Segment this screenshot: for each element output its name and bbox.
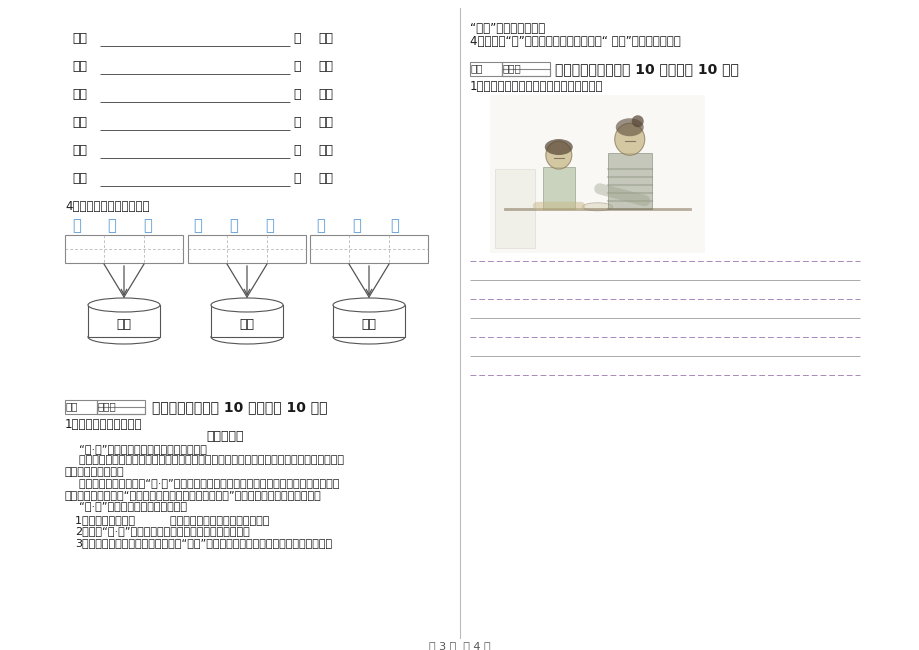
Text: ）笔: ）笔: [318, 144, 333, 157]
Ellipse shape: [545, 141, 572, 169]
Text: 子: 子: [72, 218, 81, 233]
Bar: [502, 69, 550, 76]
Bar: [470, 62, 502, 76]
Ellipse shape: [88, 330, 160, 344]
Text: 到了精美小礼物呢！: 到了精美小礼物呢！: [65, 467, 124, 477]
Bar: [96, 407, 145, 414]
Text: 七、阅读题（每题 10 分，共计 10 分）: 七、阅读题（每题 10 分，共计 10 分）: [152, 400, 327, 414]
Text: 三画: 三画: [117, 318, 131, 331]
Text: “开心”的近义词朋友：: “开心”的近义词朋友：: [470, 22, 545, 35]
Text: 4、我能让花儿开得更美。: 4、我能让花儿开得更美。: [65, 200, 150, 213]
Ellipse shape: [544, 139, 573, 155]
Text: （: （: [292, 60, 301, 73]
Text: 头: 头: [352, 218, 360, 233]
Bar: [88, 305, 160, 337]
Text: 我最开心的是我当上了“六·一”的礼仪小姐，给和我们一起过节的市长伯伯献上红领巾，: 我最开心的是我当上了“六·一”的礼仪小姐，给和我们一起过节的市长伯伯献上红领巾，: [65, 478, 339, 489]
Text: 快乐的节日: 快乐的节日: [206, 430, 244, 443]
Bar: [210, 305, 283, 337]
Text: 2．今年“六·一”都有哪些活动？用横线在文章中划出来。: 2．今年“六·一”都有哪些活动？用横线在文章中划出来。: [75, 526, 249, 536]
Ellipse shape: [88, 298, 160, 312]
Text: 也: 也: [193, 218, 201, 233]
Text: 市长伯伯亲切地说：“谢谢你，小朋友，祝你节日快乐！”我听了高兴得不知说什么了。: 市长伯伯亲切地说：“谢谢你，小朋友，祝你节日快乐！”我听了高兴得不知说什么了。: [65, 490, 322, 500]
Text: 马: 马: [390, 218, 398, 233]
Text: 长: 长: [315, 218, 324, 233]
Text: “六·一”真快乐，我永远也忘不了。: “六·一”真快乐，我永远也忘不了。: [65, 502, 187, 512]
Bar: [333, 305, 404, 337]
Text: （: （: [292, 144, 301, 157]
Text: 无: 无: [107, 218, 116, 233]
Text: 1．这篇短文共有（          ）个自然段。请你用序号标出来。: 1．这篇短文共有（ ）个自然段。请你用序号标出来。: [75, 515, 269, 525]
Bar: [607, 153, 651, 209]
Ellipse shape: [210, 298, 283, 312]
Text: ）笔: ）笔: [318, 60, 333, 73]
Text: 出：: 出：: [72, 172, 87, 185]
Text: （: （: [292, 88, 301, 101]
Text: “六·一”儿童节来了，小朋友们可开心啦！: “六·一”儿童节来了，小朋友们可开心啦！: [65, 444, 207, 454]
Text: ）笔: ）笔: [318, 172, 333, 185]
Text: 得分: 得分: [66, 401, 78, 411]
Text: 出: 出: [229, 218, 237, 233]
Text: 评卷人: 评卷人: [98, 401, 117, 411]
Text: 四画: 四画: [239, 318, 255, 331]
Bar: [542, 167, 574, 209]
Bar: [490, 95, 704, 253]
Bar: [96, 400, 145, 414]
Ellipse shape: [210, 330, 283, 344]
Text: 评卷人: 评卷人: [503, 63, 521, 73]
Ellipse shape: [614, 124, 644, 155]
Text: 得分: 得分: [471, 63, 483, 73]
Text: （: （: [292, 172, 301, 185]
Ellipse shape: [333, 298, 404, 312]
Text: （: （: [292, 32, 301, 45]
Text: 长：: 长：: [72, 88, 87, 101]
Text: 1、阅读短文，做练习。: 1、阅读短文，做练习。: [65, 418, 142, 431]
Text: 头：: 头：: [72, 60, 87, 73]
Bar: [502, 62, 550, 76]
Bar: [187, 235, 306, 263]
Ellipse shape: [333, 330, 404, 344]
Text: ）笔: ）笔: [318, 32, 333, 45]
Text: ）笔: ）笔: [318, 116, 333, 129]
Bar: [310, 235, 427, 263]
Bar: [65, 400, 96, 414]
Text: 目: 目: [142, 218, 152, 233]
Text: 今年过节可真丰富，有的进行了节目表演，有的组织了游艺活动，有的观看了卡通剧，还收: 今年过节可真丰富，有的进行了节目表演，有的组织了游艺活动，有的观看了卡通剧，还收: [65, 456, 344, 465]
Bar: [494, 169, 535, 248]
Text: 4．文中的“我”最开心的是什么？请你用“ ～～”把句子划出来。: 4．文中的“我”最开心的是什么？请你用“ ～～”把句子划出来。: [470, 35, 680, 48]
Ellipse shape: [615, 118, 643, 136]
Text: 1、看图说话。（谁？在哪里？干什么？）: 1、看图说话。（谁？在哪里？干什么？）: [470, 80, 603, 93]
Text: 车：: 车：: [72, 144, 87, 157]
Ellipse shape: [631, 115, 643, 127]
Text: 八、看图作答（每题 10 分，共计 10 分）: 八、看图作答（每题 10 分，共计 10 分）: [554, 62, 738, 76]
Text: 第 3 页  共 4 页: 第 3 页 共 4 页: [429, 641, 490, 650]
Text: 五画: 五画: [361, 318, 376, 331]
Text: 公: 公: [265, 218, 274, 233]
Text: 四：: 四：: [72, 32, 87, 45]
Text: （: （: [292, 116, 301, 129]
Text: 3．仔细读文章，请你在文中找到与“开心”意思差不多的两个词，写在下面的横线上。: 3．仔细读文章，请你在文中找到与“开心”意思差不多的两个词，写在下面的横线上。: [75, 538, 332, 548]
Bar: [65, 235, 183, 263]
Ellipse shape: [582, 203, 612, 211]
Text: 电：: 电：: [72, 116, 87, 129]
Text: ）笔: ）笔: [318, 88, 333, 101]
